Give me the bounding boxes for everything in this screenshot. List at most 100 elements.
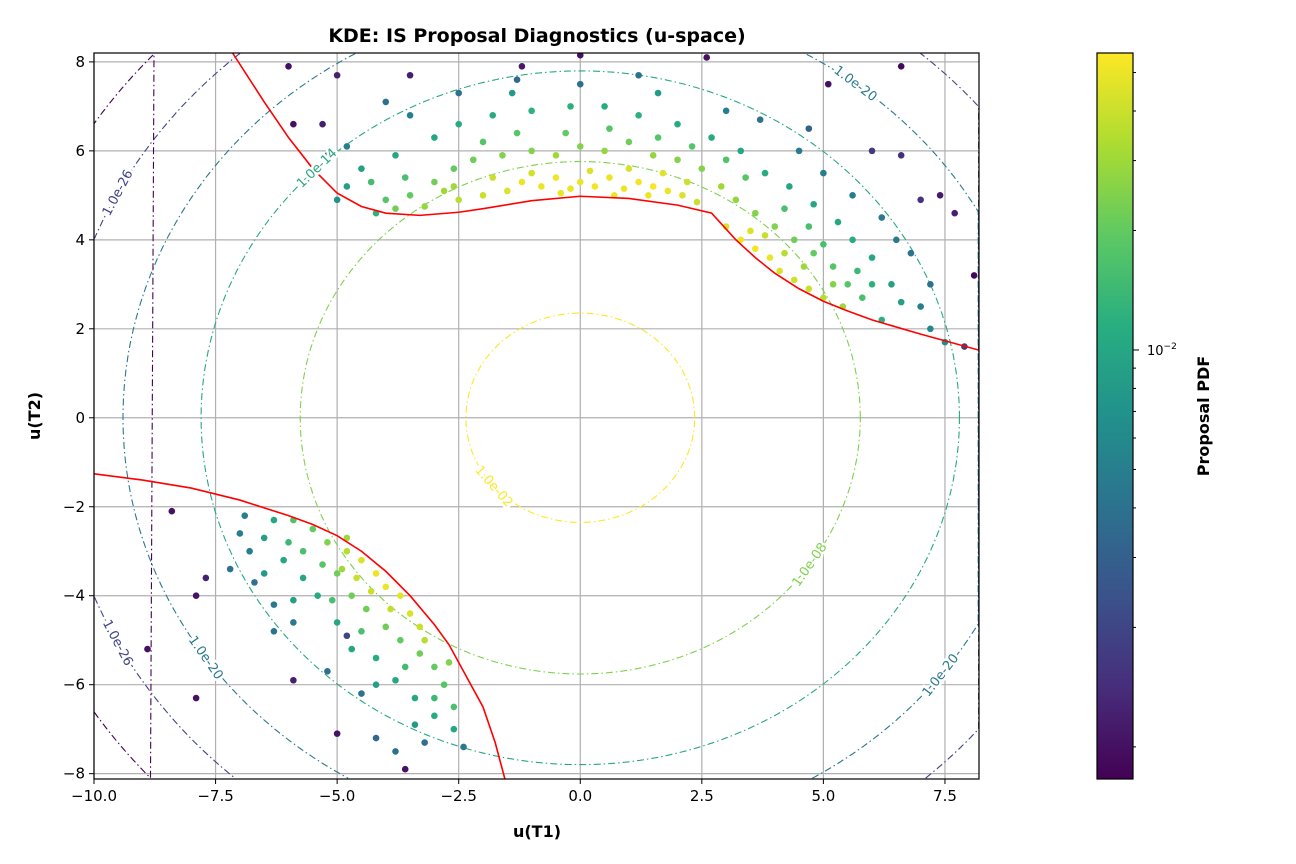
scatter-point	[192, 592, 200, 600]
scatter-point	[868, 147, 876, 155]
scatter-point	[810, 249, 817, 257]
scatter-point	[401, 174, 409, 181]
y-tick-label: −6	[63, 676, 85, 694]
scatter-point	[576, 53, 584, 59]
scatter-point	[450, 725, 458, 733]
scatter-point	[358, 628, 365, 635]
scatter-point	[328, 596, 336, 604]
scatter-point	[406, 71, 414, 79]
scatter-point	[397, 636, 404, 644]
scatter-point	[513, 76, 521, 83]
scatter-point	[737, 147, 745, 155]
scatter-point	[246, 547, 253, 555]
scatter-point	[747, 227, 754, 235]
scatter-point	[528, 169, 535, 177]
grid	[93, 53, 979, 779]
scatter-point	[771, 223, 779, 230]
limit-state-curve	[231, 53, 979, 351]
scatter-point	[659, 169, 667, 177]
scatter-point	[781, 249, 788, 257]
scatter-point	[358, 690, 365, 697]
scatter-point	[854, 267, 861, 275]
scatter-point	[679, 192, 686, 199]
scatter-point	[567, 185, 574, 192]
scatter-point	[698, 165, 706, 172]
scatter-point	[382, 196, 390, 204]
scatter-point	[576, 80, 584, 88]
contour-label: 1.0e-08	[790, 540, 831, 589]
plot-frame	[93, 52, 980, 780]
x-tick-label: 5.0	[811, 787, 835, 805]
scatter-point	[450, 703, 458, 711]
scatter-point	[236, 530, 244, 537]
scatter-point	[489, 111, 497, 119]
scatter-point	[717, 183, 725, 190]
x-tick-label: 2.5	[690, 787, 714, 805]
scatter-point	[333, 570, 341, 577]
scatter-point	[790, 276, 798, 284]
y-tick-label: −4	[63, 587, 85, 605]
scatter-point	[392, 676, 399, 684]
scatter-point	[970, 272, 978, 279]
scatter-point	[290, 676, 297, 684]
scatter-point	[654, 89, 662, 97]
scatter-point	[805, 223, 813, 230]
scatter-point	[469, 156, 477, 164]
scatter-point	[513, 129, 521, 137]
scatter-point	[411, 694, 419, 702]
scatter-point	[440, 681, 448, 688]
scatter-point	[455, 89, 462, 97]
scatter-point	[742, 174, 749, 181]
contour-line	[920, 53, 979, 779]
scatter-point	[421, 203, 428, 210]
scatter-point	[382, 98, 390, 106]
y-tick-label: 4	[75, 231, 85, 249]
scatter-point	[290, 120, 297, 128]
scatter-point	[756, 116, 764, 124]
scatter-point	[878, 214, 886, 221]
scatter-point	[299, 547, 307, 555]
scatter-point	[786, 183, 793, 190]
scatter-point	[450, 183, 458, 190]
scatter-point	[927, 325, 934, 333]
scatter-point	[781, 205, 788, 212]
scatter-point	[406, 192, 414, 199]
scatter-point	[358, 556, 365, 564]
scatter-point	[367, 178, 375, 186]
scatter-point	[674, 156, 681, 164]
scatter-point	[387, 605, 394, 613]
scatter-point	[567, 103, 574, 110]
scatter-point	[820, 240, 827, 248]
scatter-point	[776, 267, 783, 275]
contour-line	[299, 161, 861, 675]
contour-line	[122, 53, 356, 779]
scatter-point	[499, 152, 506, 159]
scatter-point	[849, 192, 856, 199]
scatter-point	[576, 143, 584, 150]
scatter-point	[192, 694, 200, 702]
scatter-point	[299, 574, 307, 582]
scatter-point	[338, 565, 346, 573]
scatter-point	[732, 196, 740, 204]
scatter-point	[897, 152, 905, 159]
scatter-point	[829, 281, 837, 288]
scatter-point	[343, 547, 351, 555]
scatter-point	[290, 596, 297, 604]
scatter-point	[431, 663, 438, 671]
scatter-point	[455, 120, 462, 128]
scatter-point	[552, 152, 560, 159]
scatter-point	[260, 534, 268, 542]
scatter-point	[382, 623, 390, 631]
scatter-point	[168, 507, 176, 515]
scatter-point	[766, 254, 774, 261]
colorbar: 10−2 Proposal PDF	[1096, 52, 1213, 780]
scatter-point	[703, 54, 710, 61]
scatter-point	[251, 579, 258, 586]
scatter-point	[635, 111, 642, 119]
scatter-point	[343, 632, 351, 640]
scatter-point	[893, 236, 900, 244]
scatter-point	[688, 143, 696, 150]
scatter-point	[382, 583, 390, 591]
scatter-point	[285, 539, 292, 546]
scatter-point	[518, 63, 526, 70]
